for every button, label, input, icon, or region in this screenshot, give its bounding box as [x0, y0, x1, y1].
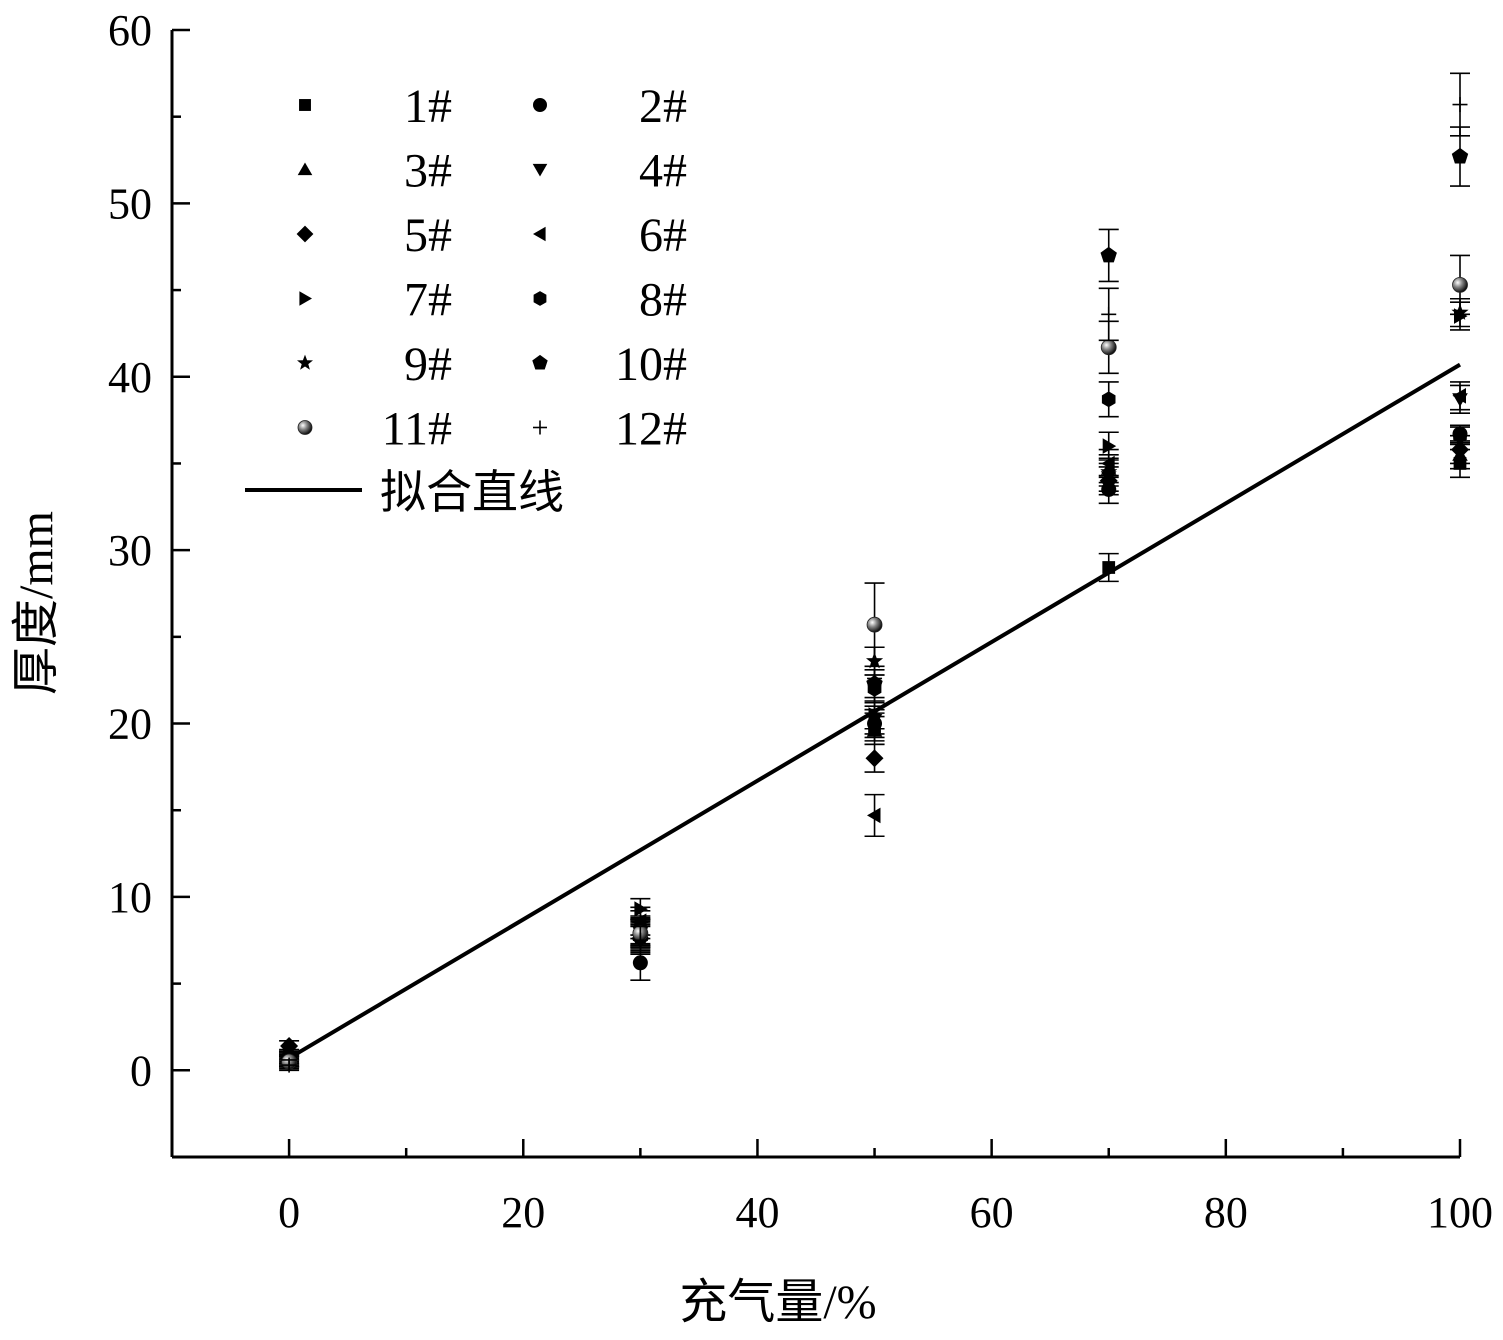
legend-marker: [532, 354, 548, 370]
y-tick-label: 40: [108, 353, 152, 402]
legend-label: 3#: [404, 145, 452, 198]
data-point: [1102, 561, 1116, 574]
data-point: [1102, 438, 1117, 454]
axes: 0 20 40 60 80 100 0 10 20 30 40 50 60: [108, 6, 1493, 1237]
y-tick-label: 0: [130, 1046, 152, 1095]
legend-marker: [297, 354, 313, 370]
data-point: [1453, 427, 1467, 444]
legend-label: 2#: [639, 80, 687, 133]
legend-label: 12#: [615, 403, 687, 456]
x-tick-label: 0: [278, 1188, 300, 1237]
x-tick-label: 60: [970, 1188, 1014, 1237]
legend-label: 5#: [404, 209, 452, 262]
legend-marker: [533, 291, 547, 306]
series-5: [279, 434, 1470, 1055]
legend-marker: [533, 98, 547, 112]
legend-marker: [297, 162, 313, 176]
x-tick-label: 20: [501, 1188, 545, 1237]
data-point: [1100, 339, 1117, 356]
legend-fit-label: 拟合直线: [380, 465, 564, 519]
data-point: [1101, 306, 1117, 322]
data-point: [634, 901, 648, 917]
data-point: [1451, 147, 1469, 164]
data-point: [867, 670, 883, 686]
y-tick-label: 60: [108, 6, 152, 55]
x-tick-label: 40: [735, 1188, 779, 1237]
data-point: [1452, 388, 1466, 404]
data-point: [1100, 246, 1117, 263]
data-point: [1452, 276, 1468, 293]
data-point: [1452, 97, 1468, 113]
y-tick-label: 50: [108, 179, 152, 228]
series-12: [279, 72, 1470, 1073]
y-tick-label: 10: [108, 873, 152, 922]
data-point: [1101, 391, 1116, 408]
legend-marker: [297, 420, 313, 435]
data-point: [867, 807, 881, 824]
data-points: [279, 72, 1470, 1073]
legend-marker: [533, 420, 547, 435]
y-axis-label: 厚度/mm: [10, 511, 63, 695]
legend-marker: [299, 99, 311, 111]
legend-marker: [532, 163, 548, 177]
data-point: [632, 955, 648, 971]
legend-label: 4#: [639, 145, 687, 198]
legend-label: 10#: [615, 338, 687, 391]
legend-label: 1#: [404, 80, 452, 133]
y-tick-label: 30: [108, 526, 152, 575]
x-tick-label: 80: [1204, 1188, 1248, 1237]
data-point: [868, 707, 882, 723]
data-point: [865, 749, 884, 768]
legend-label: 7#: [404, 274, 452, 327]
data-point: [632, 932, 648, 948]
legend-label: 8#: [639, 274, 687, 327]
legend-label: 6#: [639, 209, 687, 262]
legend-marker: [533, 226, 546, 242]
legend-marker: [296, 225, 314, 243]
data-point: [866, 616, 883, 633]
y-tick-label: 20: [108, 700, 152, 749]
legend-marker: [299, 291, 312, 306]
legend-label: 11#: [382, 403, 452, 456]
data-point: [1100, 463, 1118, 480]
data-point: [281, 1057, 297, 1073]
x-tick-label: 100: [1427, 1188, 1493, 1237]
legend-label: 9#: [404, 338, 452, 391]
x-axis-label: 充气量/%: [679, 1276, 876, 1329]
legend: 1# 2# 3# 4# 5# 6# 7# 8# 9# 10# 11# 12# 拟合直线: [245, 80, 687, 519]
